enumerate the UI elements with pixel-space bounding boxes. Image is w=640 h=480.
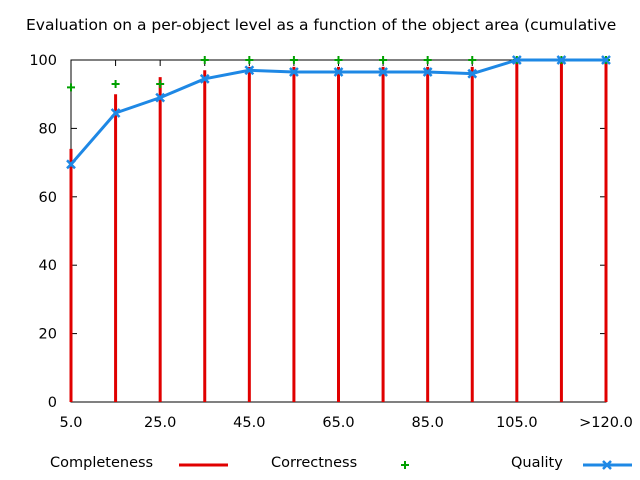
chart-title: Evaluation on a per-object level as a fu… — [26, 16, 617, 34]
legend-swatch-correctness — [401, 461, 409, 469]
y-tick-label: 60 — [39, 190, 57, 206]
correctness-point — [423, 56, 432, 64]
x-tick-label: 5.0 — [59, 415, 82, 431]
quality-point — [333, 67, 344, 77]
correctness-point — [334, 56, 343, 64]
quality-point — [66, 159, 76, 170]
x-tick-label: 65.0 — [322, 415, 354, 431]
quality-point — [289, 67, 299, 77]
legend-marker-quality — [602, 460, 612, 470]
x-tick-label: 105.0 — [496, 415, 538, 431]
quality-point — [556, 55, 567, 65]
quality-point — [378, 67, 388, 77]
quality-point — [244, 65, 255, 76]
x-tick-label: 85.0 — [412, 415, 444, 431]
y-tick-label: 80 — [39, 121, 57, 137]
quality-point — [422, 67, 433, 77]
quality-point — [511, 55, 522, 65]
correctness-point — [245, 56, 254, 64]
legend-label-completeness: Completeness — [50, 455, 154, 471]
correctness-point — [67, 83, 75, 92]
y-tick-label: 0 — [48, 395, 57, 411]
quality-point — [110, 108, 121, 118]
legend-label-correctness: Correctness — [271, 455, 358, 471]
plot-group: 0 20 40 60 80 100 5.0 25.0 45.0 65.0 85.0 105.0 >120… — [29, 53, 633, 470]
quality-point — [199, 73, 210, 84]
x-tick-label: >120.0 — [579, 415, 633, 431]
x-tick-label: 45.0 — [233, 415, 265, 431]
correctness-point — [468, 56, 477, 64]
correctness-point — [111, 79, 120, 88]
y-tick-label: 100 — [29, 53, 57, 69]
correctness-point — [200, 56, 209, 64]
legend-label-quality: Quality — [511, 455, 563, 471]
quality-point — [155, 92, 166, 103]
correctness-point — [289, 56, 298, 64]
correctness-point — [379, 56, 388, 64]
y-tick-label: 40 — [39, 258, 57, 274]
quality-point — [467, 68, 478, 79]
quality-point — [601, 55, 611, 65]
y-tick-label: 20 — [39, 327, 57, 343]
x-tick-label: 25.0 — [144, 415, 176, 431]
correctness-point — [156, 79, 165, 88]
